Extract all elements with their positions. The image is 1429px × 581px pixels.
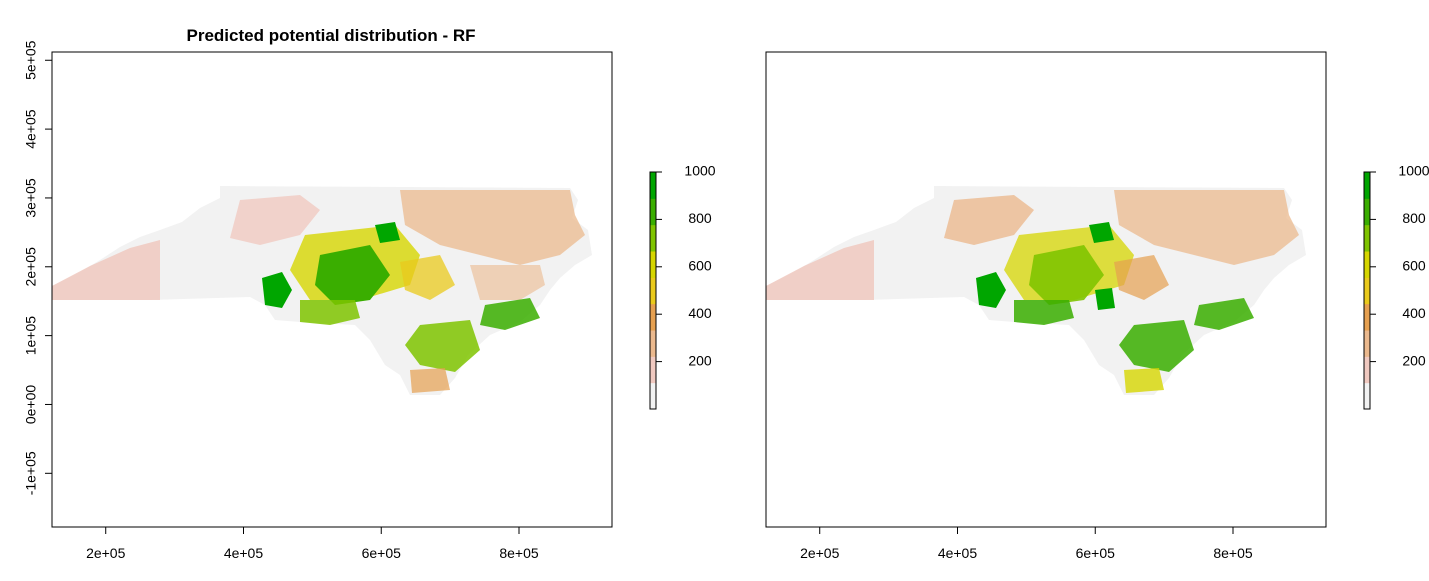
legend-color-step: [650, 277, 656, 305]
x-axis: 2e+05 4e+05 6e+05 8e+05: [800, 527, 1253, 561]
legend-color-step: [1364, 172, 1370, 199]
region-orange: [470, 265, 545, 300]
legend-color-step: [650, 356, 656, 384]
region-green: [315, 245, 390, 305]
x-tick-label: 6e+05: [1076, 545, 1116, 561]
legend-color-step: [650, 198, 656, 226]
legend-color-step: [1364, 277, 1370, 305]
region-pink: [52, 240, 160, 300]
legend-tick-label: 800: [688, 210, 712, 226]
legend-color-step: [1364, 356, 1370, 384]
panel-2: 2e+05 4e+05 6e+05 8e+05 200 400 600 800 1000: [765, 51, 1429, 561]
region-green: [300, 300, 360, 325]
y-tick-label: 0e+00: [23, 385, 39, 425]
region-green: [1095, 288, 1115, 310]
legend-color-step: [650, 330, 656, 357]
legend-color-step: [1364, 382, 1370, 410]
legend-color-step: [1364, 224, 1370, 252]
region-orange: [410, 368, 450, 393]
y-tick-label: 2e+05: [23, 247, 39, 287]
region-orange: [944, 195, 1034, 245]
y-tick-label: 3e+05: [23, 178, 39, 218]
legend-color-step: [650, 382, 656, 410]
region-green: [1029, 245, 1104, 305]
legend-tick-label: 400: [688, 305, 712, 321]
region-orange: [1114, 255, 1169, 300]
region-yellow: [400, 255, 455, 300]
legend-color-step: [650, 303, 656, 331]
legend-color-step: [650, 172, 656, 199]
legend-color-step: [1364, 251, 1370, 278]
region-orange: [1114, 190, 1299, 265]
legend-color-step: [1364, 303, 1370, 331]
legend-tick-label: 600: [688, 258, 712, 274]
region-green: [375, 222, 400, 243]
x-tick-label: 8e+05: [499, 545, 539, 561]
legend-tick-label: 400: [1402, 305, 1426, 321]
region-green: [976, 272, 1006, 308]
x-tick-label: 8e+05: [1213, 545, 1253, 561]
x-axis: 2e+05 4e+05 6e+05 8e+05: [86, 527, 539, 561]
x-tick-label: 6e+05: [362, 545, 402, 561]
region-green: [405, 320, 480, 372]
region-green: [1119, 320, 1194, 372]
legend-tick-label: 600: [1402, 258, 1426, 274]
legend-tick-label: 200: [1402, 352, 1426, 368]
region-orange: [400, 190, 585, 265]
panel-1: Predicted potential distribution - RF 2e…: [23, 26, 716, 561]
x-tick-label: 4e+05: [938, 545, 978, 561]
color-legend: 200 400 600 800 1000: [1363, 163, 1429, 410]
region-green: [1089, 222, 1114, 243]
legend-tick-label: 800: [1402, 210, 1426, 226]
raster-layer-1: [52, 186, 592, 395]
region-pink: [230, 195, 320, 245]
legend-color-step: [1364, 198, 1370, 226]
map-title: Predicted potential distribution - RF: [187, 26, 476, 45]
region-green: [1014, 300, 1074, 325]
legend-color-step: [650, 251, 656, 278]
y-tick-label: -1e+05: [23, 451, 39, 495]
region-yellow: [1124, 368, 1164, 393]
y-tick-label: 4e+05: [23, 109, 39, 149]
region-green: [1194, 298, 1254, 330]
raster-layer-2: [766, 186, 1306, 395]
color-legend: 200 400 600 800 1000: [649, 163, 716, 410]
legend-tick-label: 1000: [1398, 163, 1429, 179]
y-tick-label: 5e+05: [23, 40, 39, 80]
legend-tick-label: 1000: [684, 163, 715, 179]
plot-frame: [51, 51, 613, 528]
plot-frame: [765, 51, 1327, 528]
legend-color-step: [1364, 330, 1370, 357]
region-green: [480, 298, 540, 330]
region-pink: [766, 240, 874, 300]
region-green: [262, 272, 292, 308]
legend-color-step: [650, 224, 656, 252]
x-tick-label: 2e+05: [86, 545, 126, 561]
y-axis: -1e+05 0e+00 1e+05 2e+05 3e+05 4e+05 5e+05: [23, 40, 52, 495]
legend-frame: [1363, 171, 1371, 410]
x-tick-label: 4e+05: [224, 545, 264, 561]
legend-tick-label: 200: [688, 352, 712, 368]
y-tick-label: 1e+05: [23, 316, 39, 356]
x-tick-label: 2e+05: [800, 545, 840, 561]
legend-frame: [649, 171, 657, 410]
